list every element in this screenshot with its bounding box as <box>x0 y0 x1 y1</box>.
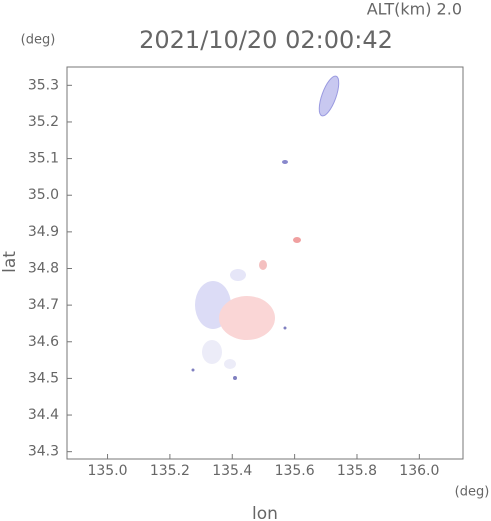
y-tick-label: 34.5 <box>28 370 59 386</box>
echo <box>283 326 287 330</box>
x-tick-label: 135.8 <box>337 463 377 479</box>
y-tick-label: 34.6 <box>28 334 59 350</box>
echo <box>259 260 267 270</box>
echo <box>191 368 195 372</box>
y-tick-label: 35.2 <box>28 114 59 130</box>
x-axis-label: lon <box>252 504 278 521</box>
echo <box>202 340 222 364</box>
echo <box>233 376 237 380</box>
y-tick-label: 34.7 <box>28 297 59 313</box>
x-tick-label: 136.0 <box>399 463 439 479</box>
x-tick-label: 135.2 <box>150 463 190 479</box>
y-tick-label: 34.4 <box>28 407 59 423</box>
x-tick-label: 135.4 <box>212 463 252 479</box>
y-tick-label: 35.1 <box>28 151 59 167</box>
x-tick-label: 135.0 <box>87 463 127 479</box>
y-tick-label: 34.9 <box>28 224 59 240</box>
y-tick-label: 34.3 <box>28 444 59 460</box>
echo <box>282 160 288 164</box>
y-tick-label: 35.0 <box>28 187 59 203</box>
y-tick-label: 35.3 <box>28 77 59 93</box>
echo <box>318 75 340 117</box>
y-unit: (deg) <box>21 33 56 48</box>
y-axis-label: lat <box>0 251 20 273</box>
chart-title: 2021/10/20 02:00:42 <box>139 26 393 54</box>
x-tick-label: 135.6 <box>275 463 315 479</box>
echo <box>224 359 236 369</box>
x-unit: (deg) <box>455 485 490 500</box>
echo <box>219 296 275 340</box>
altitude: ALT(km) 2.0 <box>367 0 462 19</box>
plot-frame <box>66 66 464 460</box>
echo <box>230 269 246 281</box>
echoes <box>191 75 340 380</box>
echo <box>293 237 301 243</box>
y-tick-label: 34.8 <box>28 260 59 276</box>
